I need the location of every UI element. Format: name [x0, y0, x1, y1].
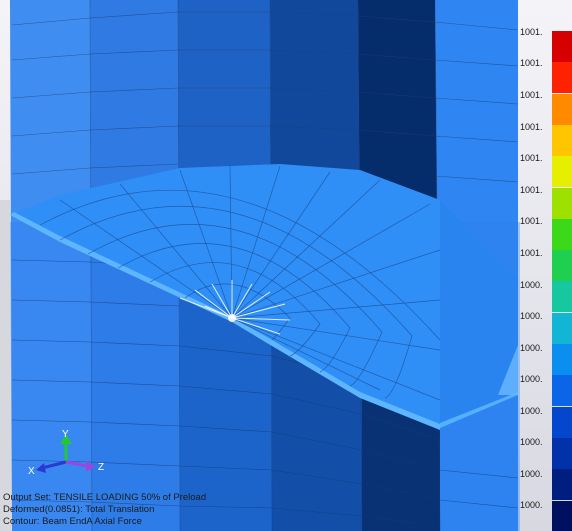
legend-label: 1000.: [520, 437, 543, 447]
legend-label: 1000.: [520, 311, 543, 321]
legend-label: 1001.: [520, 27, 543, 37]
plate-surface: [10, 164, 440, 428]
legend-label: 1000.: [520, 500, 543, 510]
axis-triad: Y X Z: [28, 429, 104, 477]
legend-label: 1000.: [520, 406, 543, 416]
output-info: Output Set: TENSILE LOADING 50% of Prelo…: [3, 492, 206, 528]
legend-label: 1001.: [520, 90, 543, 100]
legend-swatch: [552, 344, 572, 375]
x-axis-arrow: [41, 460, 67, 470]
legend-swatch: [552, 375, 572, 407]
legend-label: 1001.: [520, 216, 543, 226]
legend-swatch: [552, 312, 572, 344]
legend-label: 1001.: [520, 58, 543, 68]
legend-label: 1000.: [520, 469, 543, 479]
triad-y-label: Y: [62, 429, 69, 440]
triad-x-label: X: [28, 466, 35, 477]
legend-swatch: [552, 156, 572, 188]
legend-swatch: [552, 62, 572, 94]
wall-band: [10, 0, 92, 531]
contour-text: Contour: Beam EndA Axial Force: [3, 516, 142, 527]
z-axis-arrow: [65, 460, 89, 468]
legend-label: 1001.: [520, 122, 543, 132]
legend-swatch: [552, 437, 572, 469]
legend-swatch: [552, 93, 572, 125]
legend-swatch: [552, 406, 572, 438]
legend-label: 1000.: [520, 280, 543, 290]
legend-swatch: [552, 281, 572, 313]
legend-swatch: [552, 218, 572, 250]
legend-swatch: [552, 187, 572, 219]
output-set-text: Output Set: TENSILE LOADING 50% of Prelo…: [3, 492, 207, 503]
legend-swatch: [552, 124, 572, 156]
legend-swatch: [552, 31, 572, 62]
contour-legend-labels: 1001. 1001. 1001. 1001. 1001. 1001. 1001…: [520, 0, 552, 531]
legend-label: 1000.: [520, 374, 543, 384]
deformed-text: Deformed(0.0851): Total Translation: [3, 504, 155, 515]
legend-swatch: [552, 250, 572, 282]
legend-label: 1001.: [520, 153, 543, 163]
triad-z-label: Z: [98, 462, 104, 473]
legend-label: 1001.: [520, 248, 543, 258]
contour-legend-colorbar: [552, 31, 572, 531]
legend-swatch: [552, 469, 572, 501]
legend-label: 1000.: [520, 343, 543, 353]
legend-swatch: [552, 500, 572, 531]
legend-label: 1001.: [520, 185, 543, 195]
